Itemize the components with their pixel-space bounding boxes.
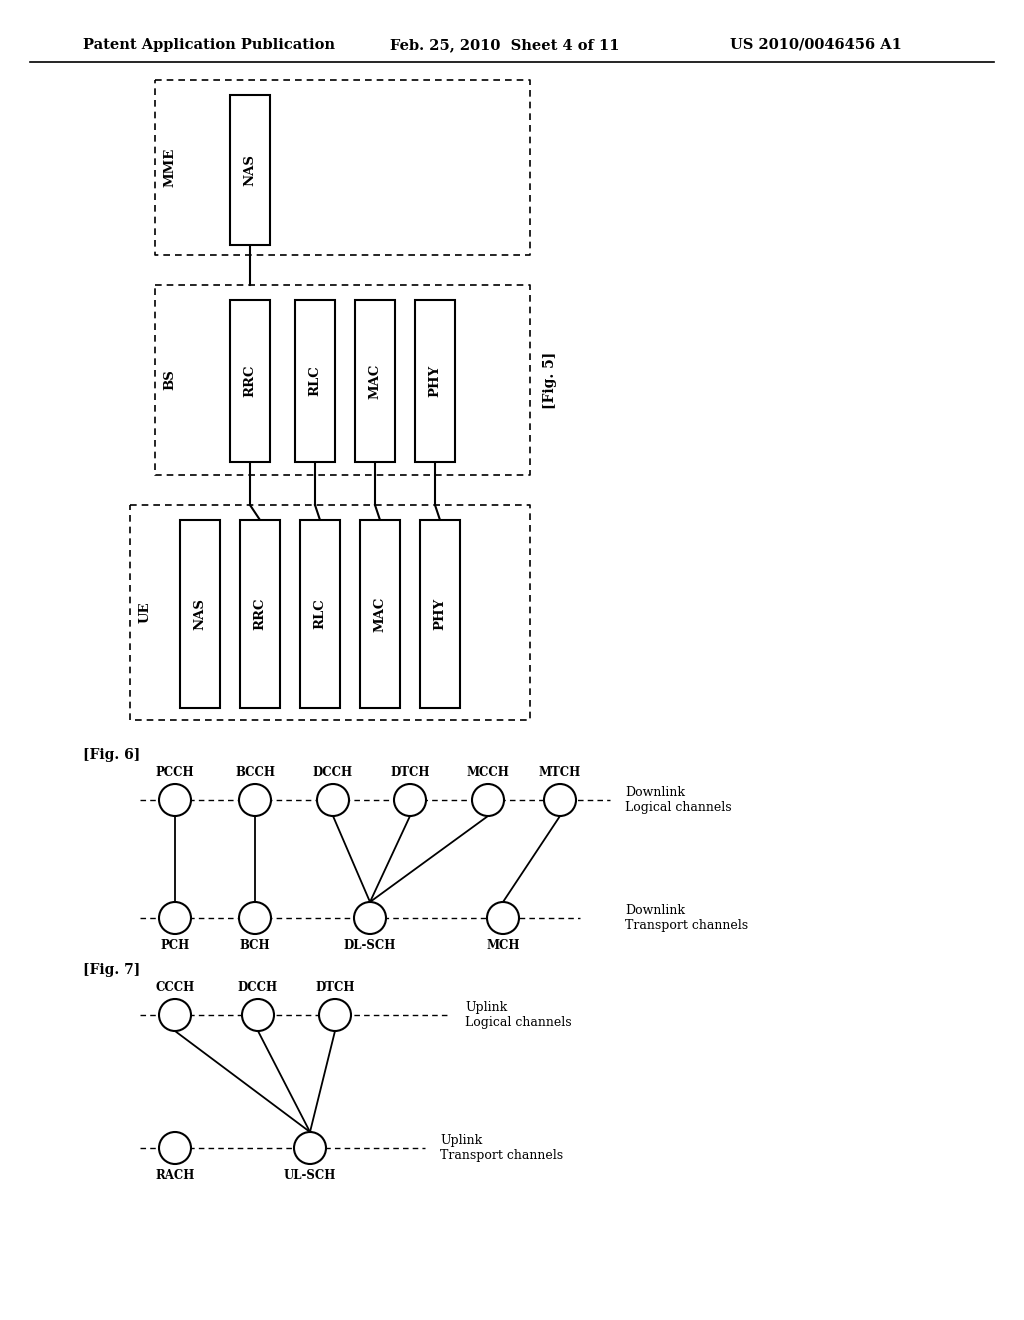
- Text: DCCH: DCCH: [238, 981, 279, 994]
- Text: RRC: RRC: [244, 364, 256, 397]
- Circle shape: [159, 1133, 191, 1164]
- Bar: [180, 520, 220, 708]
- Circle shape: [317, 784, 349, 816]
- Bar: [420, 520, 460, 708]
- Text: RLC: RLC: [308, 366, 322, 396]
- Text: NAS: NAS: [244, 154, 256, 186]
- Text: [Fig. 7]: [Fig. 7]: [83, 964, 140, 977]
- Text: Uplink
Transport channels: Uplink Transport channels: [440, 1134, 563, 1162]
- Bar: [415, 300, 455, 462]
- Text: DTCH: DTCH: [390, 766, 430, 779]
- Text: MME: MME: [164, 148, 176, 186]
- Text: Uplink
Logical channels: Uplink Logical channels: [465, 1001, 571, 1030]
- Text: RRC: RRC: [254, 598, 266, 630]
- Bar: [360, 520, 400, 708]
- Text: PHY: PHY: [433, 598, 446, 630]
- Bar: [300, 520, 340, 708]
- Circle shape: [294, 1133, 326, 1164]
- Text: RACH: RACH: [156, 1170, 195, 1181]
- Text: UE: UE: [138, 601, 152, 623]
- Text: [Fig. 6]: [Fig. 6]: [83, 748, 140, 762]
- Text: UL-SCH: UL-SCH: [284, 1170, 336, 1181]
- Circle shape: [239, 784, 271, 816]
- Bar: [230, 95, 270, 246]
- Circle shape: [159, 999, 191, 1031]
- Text: DTCH: DTCH: [315, 981, 354, 994]
- Text: MAC: MAC: [374, 597, 386, 632]
- Text: DCCH: DCCH: [313, 766, 353, 779]
- Text: MAC: MAC: [369, 363, 382, 399]
- Text: DL-SCH: DL-SCH: [344, 939, 396, 952]
- Text: PCH: PCH: [161, 939, 189, 952]
- Circle shape: [159, 784, 191, 816]
- Text: BCCH: BCCH: [234, 766, 275, 779]
- Circle shape: [354, 902, 386, 935]
- Text: PCCH: PCCH: [156, 766, 195, 779]
- Text: Downlink
Logical channels: Downlink Logical channels: [625, 785, 731, 814]
- Circle shape: [319, 999, 351, 1031]
- Circle shape: [394, 784, 426, 816]
- Text: BS: BS: [164, 370, 176, 391]
- Circle shape: [487, 902, 519, 935]
- Text: Downlink
Transport channels: Downlink Transport channels: [625, 904, 749, 932]
- Text: US 2010/0046456 A1: US 2010/0046456 A1: [730, 38, 902, 51]
- Text: Feb. 25, 2010  Sheet 4 of 11: Feb. 25, 2010 Sheet 4 of 11: [390, 38, 620, 51]
- Circle shape: [544, 784, 575, 816]
- Text: NAS: NAS: [194, 598, 207, 630]
- Bar: [240, 520, 280, 708]
- Circle shape: [159, 902, 191, 935]
- Text: [Fig. 5]: [Fig. 5]: [543, 351, 557, 409]
- Circle shape: [242, 999, 274, 1031]
- Bar: [230, 300, 270, 462]
- Text: PHY: PHY: [428, 364, 441, 397]
- Text: Patent Application Publication: Patent Application Publication: [83, 38, 335, 51]
- Text: MCH: MCH: [486, 939, 520, 952]
- Text: MTCH: MTCH: [539, 766, 582, 779]
- Bar: [295, 300, 335, 462]
- Text: MCCH: MCCH: [467, 766, 509, 779]
- Text: RLC: RLC: [313, 599, 327, 630]
- Text: CCCH: CCCH: [156, 981, 195, 994]
- Text: BCH: BCH: [240, 939, 270, 952]
- Circle shape: [239, 902, 271, 935]
- Bar: [355, 300, 395, 462]
- Circle shape: [472, 784, 504, 816]
